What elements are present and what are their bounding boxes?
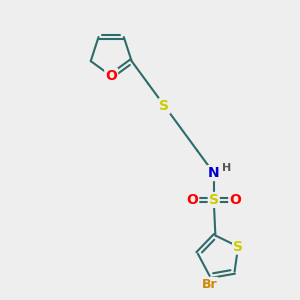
Text: H: H	[222, 163, 231, 173]
Text: S: S	[160, 99, 170, 113]
Text: S: S	[209, 193, 219, 207]
Text: Br: Br	[202, 278, 218, 291]
Text: O: O	[105, 69, 117, 83]
Text: O: O	[229, 193, 241, 207]
Text: N: N	[208, 166, 220, 180]
Text: O: O	[186, 193, 198, 207]
Text: S: S	[233, 240, 243, 254]
